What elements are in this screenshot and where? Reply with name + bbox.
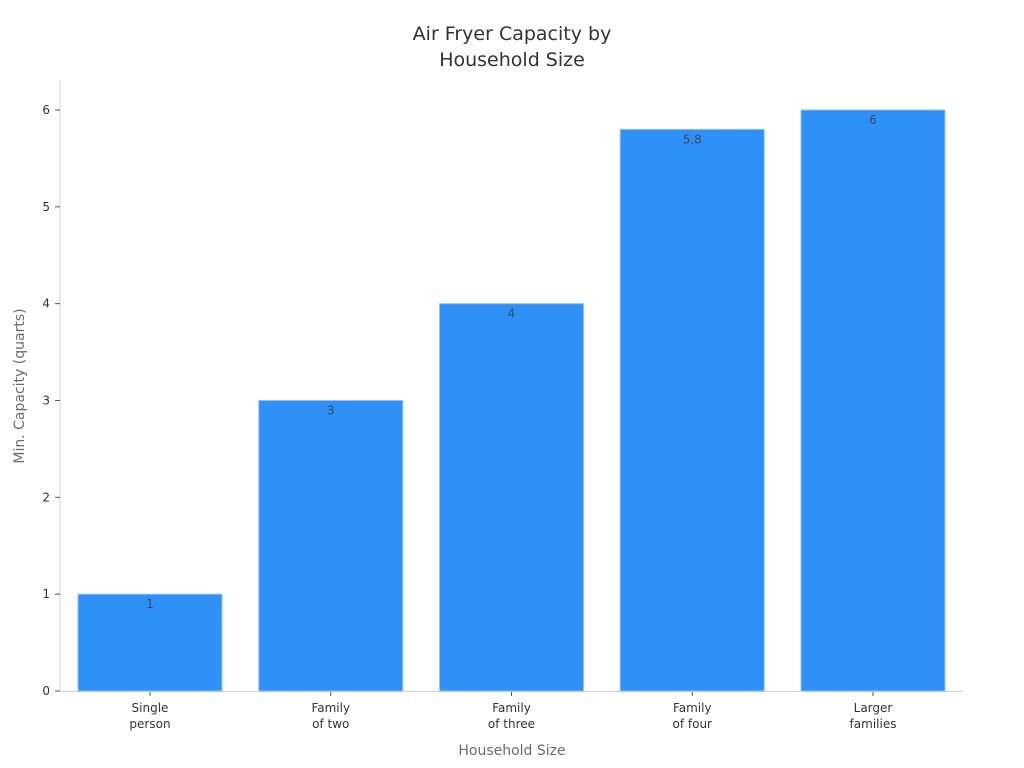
bar xyxy=(77,593,223,692)
bar xyxy=(258,400,404,692)
y-tick-label: 3 xyxy=(42,394,50,408)
y-tick-label: 6 xyxy=(42,103,50,117)
bar-value-label: 6 xyxy=(869,113,877,127)
bars: 1 3 4 5.8 6 xyxy=(77,109,946,692)
bar-value-label: 5.8 xyxy=(683,132,702,146)
chart-title-line: Air Fryer Capacity by xyxy=(413,23,612,45)
x-tick-label: families xyxy=(850,717,897,731)
chart-title: Air Fryer Capacity by Household Size xyxy=(413,23,612,71)
x-tick-label: of two xyxy=(312,717,349,731)
x-tick-label: Family xyxy=(673,701,712,715)
x-axis: Single person Family of two Family of three Fa… xyxy=(60,691,963,731)
x-tick-label: of four xyxy=(673,717,713,731)
bar-value-label: 3 xyxy=(327,404,335,418)
x-axis-title: Household Size xyxy=(458,743,565,759)
y-tick-label: 5 xyxy=(42,200,50,214)
x-tick-label: person xyxy=(129,717,170,731)
x-tick-label: Family xyxy=(492,701,531,715)
x-tick-label: Family xyxy=(311,701,350,715)
bar-value-label: 1 xyxy=(146,597,154,611)
chart-title-line: Household Size xyxy=(439,49,585,71)
bar xyxy=(439,303,584,692)
x-tick-label: Larger xyxy=(854,701,893,715)
x-tick-label: of three xyxy=(488,717,535,731)
y-tick-label: 2 xyxy=(42,490,50,504)
y-tick-label: 1 xyxy=(42,587,50,601)
y-axis: 0 1 2 3 4 5 6 xyxy=(42,80,61,698)
bar xyxy=(619,128,765,692)
y-axis-title: Min. Capacity (quarts) xyxy=(12,308,28,463)
bar-value-label: 4 xyxy=(508,307,516,321)
x-tick-label: Single xyxy=(132,701,169,715)
y-tick-label: 0 xyxy=(42,684,50,698)
bar xyxy=(800,109,946,692)
y-tick-label: 4 xyxy=(42,297,50,311)
